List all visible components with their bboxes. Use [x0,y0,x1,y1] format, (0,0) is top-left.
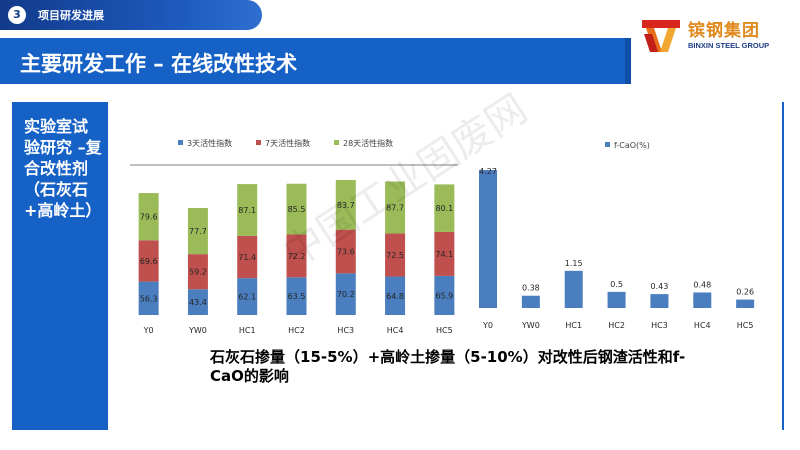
bar [693,292,712,308]
bar-segment [237,235,258,279]
data-label: 63.5 [288,292,306,301]
title-bar: 主要研发工作 – 在线改性技术 [0,38,631,84]
data-label: 1.15 [565,259,583,268]
logo-chinese-name: 镔钢集团 [688,21,760,41]
data-label: 0.5 [610,280,623,289]
right-divider [782,102,784,430]
data-label: 80.1 [435,204,453,213]
x-tick-label: YW0 [521,321,540,330]
x-tick-label: HC1 [565,321,582,330]
data-label: 72.5 [386,251,404,260]
bar-segment [286,234,307,278]
company-logo: 镔钢集团 BINXIN STEEL GROUP [640,14,785,56]
data-label: 83.7 [337,201,355,210]
data-label: 65.9 [435,291,453,300]
bar [650,294,669,308]
bar-segment [385,276,406,315]
bar-segment [335,273,356,315]
bar-segment [286,183,307,235]
legend-swatch-0 [178,140,183,145]
data-label: 72.2 [288,252,306,261]
x-tick-label: YW0 [188,326,207,335]
data-label: 59.2 [189,268,207,277]
data-label: 0.38 [522,284,540,293]
bar [564,270,583,308]
bar-segment [434,184,455,232]
data-label: 79.6 [140,213,158,222]
bar [736,299,755,308]
bar [479,170,497,308]
logo-english-name: BINXIN STEEL GROUP [688,41,770,50]
data-label: 71.4 [238,253,256,262]
data-label: 87.7 [386,204,404,213]
bar-segment [138,281,159,315]
side-panel-text: 实验室试验研究 –复合改性剂（石灰石+高岭土） [24,117,102,220]
bar-segment [385,233,406,277]
legend-label-2: 28天活性指数 [343,138,393,148]
chart-caption: 石灰石掺量（15-5%）+高岭土掺量（5-10%）对改性后钢渣活性和f-CaO的… [210,348,686,385]
bar-segment [138,193,159,241]
bar [521,295,540,308]
bar-segment [335,180,356,230]
fcao-chart: f-CaO(%) 4.27 Y0 0.38 YW0 1.15 HC1 0.5 HC2 0.43 HC… [479,141,755,330]
data-label: 0.26 [736,288,754,297]
section-title: 项目研发进展 [38,9,104,22]
bar-segment [237,278,258,315]
x-tick-label: HC4 [387,326,404,335]
legend-swatch-2 [334,140,339,145]
legend-label-fcao: f-CaO(%) [614,141,650,150]
bar-segment [385,181,406,234]
bar-segment [138,240,159,282]
data-label: 73.6 [337,248,355,257]
legend-label-0: 3天活性指数 [187,138,232,148]
bar-segment [335,229,356,274]
legend-swatch-fcao [605,142,610,147]
section-header-bar: 3 项目研发进展 [0,0,262,30]
x-tick-label: Y0 [143,326,154,335]
data-label: 0.48 [693,280,711,289]
legend-swatch-1 [256,140,261,145]
data-label: 43.4 [189,298,207,307]
data-label: 4.27 [479,167,497,176]
side-panel: 实验室试验研究 –复合改性剂（石灰石+高岭土） [12,102,108,430]
x-tick-label: HC3 [651,321,668,330]
activity-index-chart: 3天活性指数 7天活性指数 28天活性指数 56.3 69.6 79.6 Y0 43.4 59.… [130,138,458,335]
bar-segment [187,254,208,290]
x-tick-label: HC3 [337,326,354,335]
data-label: 62.1 [238,293,256,302]
data-label: 87.1 [238,206,256,215]
legend-label-1: 7天活性指数 [265,138,310,148]
bar-segment [434,275,455,315]
data-label: 70.2 [337,290,355,299]
data-label: 64.8 [386,292,404,301]
x-tick-label: HC1 [239,326,256,335]
bar-segment [286,277,307,315]
data-label: 69.6 [140,257,158,266]
x-tick-label: HC5 [737,321,754,330]
data-label: 0.43 [651,282,669,291]
x-tick-label: Y0 [482,321,493,330]
bar-segment [237,184,258,236]
bar [607,291,626,308]
logo-mark-icon [640,14,682,56]
data-label: 85.5 [288,205,306,214]
x-tick-label: HC2 [608,321,625,330]
data-label: 74.1 [435,250,453,259]
bar-segment [187,289,208,315]
data-label: 77.7 [189,227,207,236]
data-label: 56.3 [140,294,158,303]
page-title: 主要研发工作 – 在线改性技术 [20,52,298,76]
x-tick-label: HC2 [288,326,305,335]
x-tick-label: HC4 [694,321,711,330]
section-number-badge: 3 [8,6,26,24]
x-tick-label: HC5 [436,326,453,335]
bar-segment [187,208,208,255]
bar-segment [434,231,455,276]
